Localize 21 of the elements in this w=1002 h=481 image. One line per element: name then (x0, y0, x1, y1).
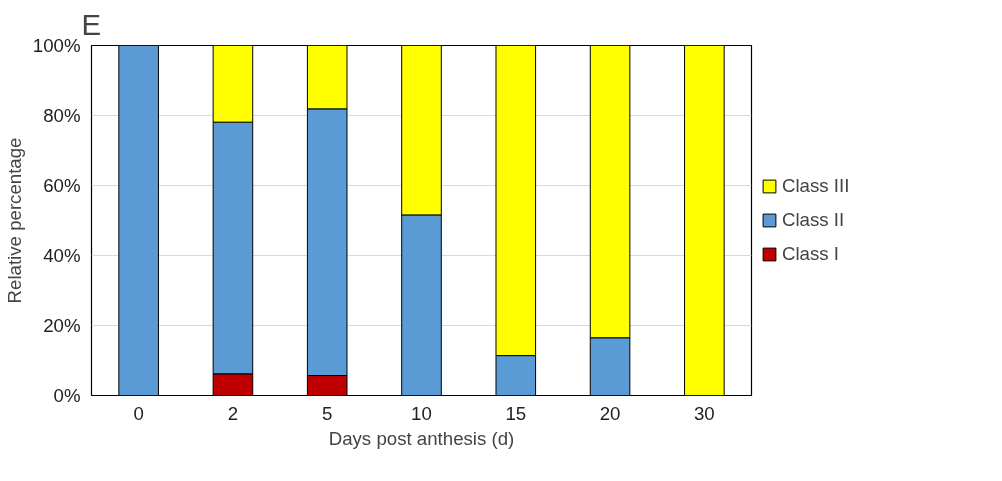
bar (118, 45, 159, 396)
x-tick-label: 5 (322, 402, 333, 424)
legend-label: Class III (782, 175, 850, 197)
x-tick-label: 15 (505, 402, 527, 424)
x-tick-label: 10 (411, 402, 432, 424)
x-tick-label: 30 (693, 402, 715, 424)
legend-label: Class I (782, 243, 840, 265)
x-tick-label: 20 (599, 402, 621, 424)
x-axis-title: Days post anthesis (d) (328, 427, 515, 449)
x-tick-label: 0 (133, 402, 144, 424)
x-tick-label: 2 (227, 402, 239, 424)
bar (684, 45, 725, 396)
y-tick-label: 40% (43, 245, 81, 266)
y-tick-label: 0% (53, 385, 81, 406)
y-axis-title: Relative percentage (3, 137, 25, 304)
y-tick-label: 100% (32, 35, 81, 56)
y-tick-label: 20% (43, 315, 81, 336)
y-tick-label: 60% (43, 175, 81, 196)
text: E (81, 7, 102, 41)
legend-label: Class II (782, 209, 845, 231)
y-tick-label: 80% (43, 105, 81, 126)
